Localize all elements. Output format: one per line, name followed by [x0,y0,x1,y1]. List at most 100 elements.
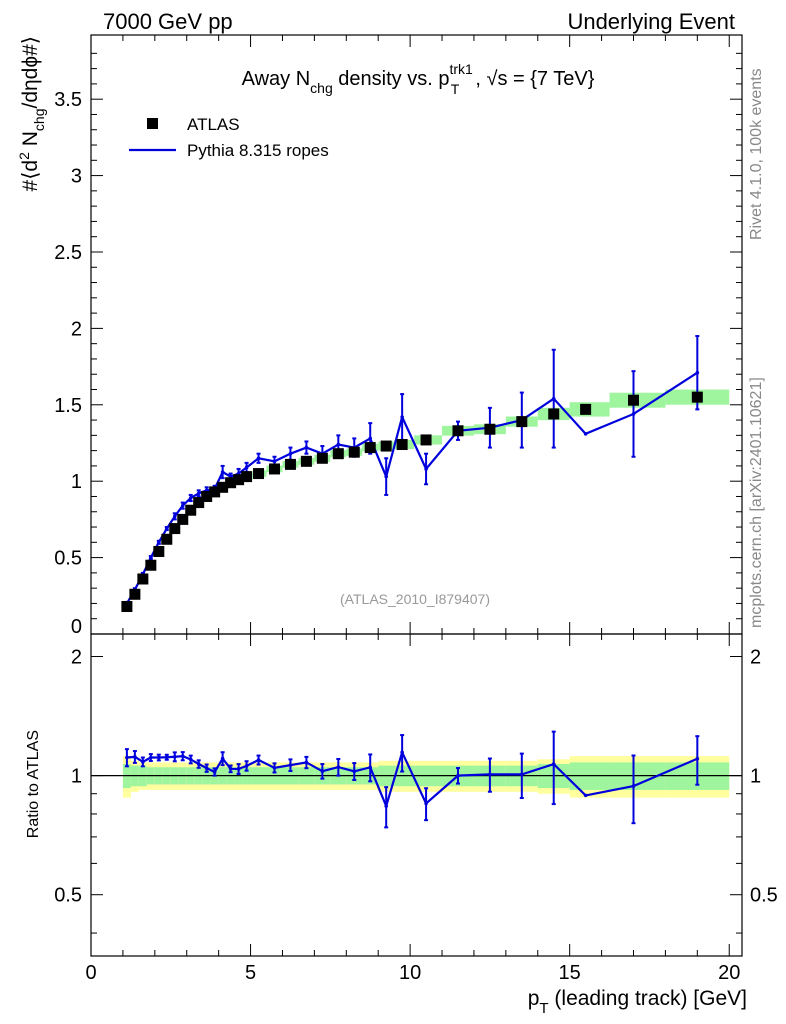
mc-point [220,470,225,474]
mc-point [288,451,293,456]
ratio-point [304,760,309,765]
ratio-point [244,764,249,768]
data-point [548,408,560,420]
ratio-point [196,762,201,766]
legend-label-mc: Pythia 8.315 ropes [187,141,329,160]
main-panel: (ATLAS_2010_I879407) 0 0.5 1 1.5 2 2.5 3 3.5 Aw… [16,34,743,638]
mc-point [180,503,185,508]
data-point [225,477,237,489]
ratio-point [352,769,357,774]
x-axis-label: pT (leading track) [GeV] [528,987,747,1017]
data-point [209,486,221,498]
title-part: density vs. p [333,68,450,90]
data-point [628,394,639,406]
y-axis-label: #⟨d2 Nchg/dηdϕ#⟩ [16,36,47,191]
ratio-point [336,765,341,769]
data-point [185,504,197,516]
mc-point [164,526,169,531]
ratio-mc-series [124,730,700,829]
mc-point [149,555,153,560]
data-point [145,559,157,571]
header-left: 7000 GeV pp [103,9,233,34]
ratio-point [456,773,460,778]
ylabel-part: N [19,131,42,152]
title-sup: trk1 [449,61,473,77]
header-right: Underlying Event [567,9,735,34]
mc-point [695,370,700,375]
ratio-point [172,754,177,759]
data-point [253,468,265,480]
ratio-point [520,772,524,777]
data-point [580,403,592,415]
mcplots-label: mcplots.cern.ch [arXiv:2401.10621] [748,377,765,628]
ratio-tick-label-right: 1 [750,766,761,788]
data-point [348,446,360,458]
title-sub: T [451,81,460,97]
data-point [137,573,149,585]
ratio-point [125,755,129,760]
mc-line [125,371,698,604]
mc-point [304,445,309,450]
ratio-tick-label: 0.5 [54,885,82,907]
ratio-point [288,763,293,767]
ratio-point [228,767,233,771]
mc-point [157,540,161,545]
mc-point [368,436,373,441]
y-tick-label: 1 [71,471,82,493]
legend: ATLAS Pythia 8.315 ropes [129,115,329,160]
y-tick-label: 2.5 [54,242,82,264]
mc-point [188,496,193,500]
analysis-watermark: (ATLAS_2010_I879407) [340,591,490,607]
ratio-tick-label-right: 0.5 [750,885,778,907]
data-point [161,533,173,545]
ratio-point [384,804,388,808]
data-point [300,455,312,467]
ratio-point [220,756,225,761]
mc-point [551,396,556,401]
y-tick-label: 0 [71,616,82,638]
ratio-point [424,801,428,806]
data-point [396,439,408,451]
data-point [364,442,376,454]
xlabel-part: (leading track) [GeV] [549,987,747,1010]
mc-series [124,335,700,606]
y-tick-label: 0.5 [54,548,82,570]
y-tick-label: 3.5 [54,89,82,111]
x-tick-label: 20 [718,962,740,984]
ratio-y-label: Ratio to ATLAS [25,730,42,838]
data-point [420,434,432,446]
y-tick-label: 2 [71,318,82,340]
ratio-point [180,754,185,758]
ratio-point [320,769,325,773]
legend-marker-atlas [147,118,158,129]
mc-point [631,412,636,416]
ratio-point [141,760,145,764]
mc-point [400,415,404,419]
ratio-point [212,770,217,774]
mc-point [384,474,388,479]
ratio-point [164,755,169,760]
x-tick-label: 5 [245,962,256,984]
data-point [129,588,141,600]
ylabel-part: /dηdϕ#⟩ [19,36,42,109]
mc-point [256,456,261,461]
data-point [217,481,229,493]
data-point [201,490,213,502]
ratio-point [204,766,209,770]
ratio-point [133,755,137,759]
data-point [284,458,296,470]
data-point [268,463,280,475]
ratio-point [488,772,492,777]
mc-point [583,432,588,436]
ratio-tick-label-right: 2 [750,647,761,669]
ratio-point [236,767,241,771]
ratio-point [157,755,161,760]
mc-point [424,467,428,471]
ratio-point [695,756,700,761]
x-axis-ticks: 0 5 10 15 20 [85,35,740,984]
data-series [121,391,703,612]
x-tick-label: 15 [559,962,581,984]
ratio-point [256,758,261,762]
ratio-tick-label: 2 [71,647,82,669]
ratio-tick-label: 1 [71,766,82,788]
